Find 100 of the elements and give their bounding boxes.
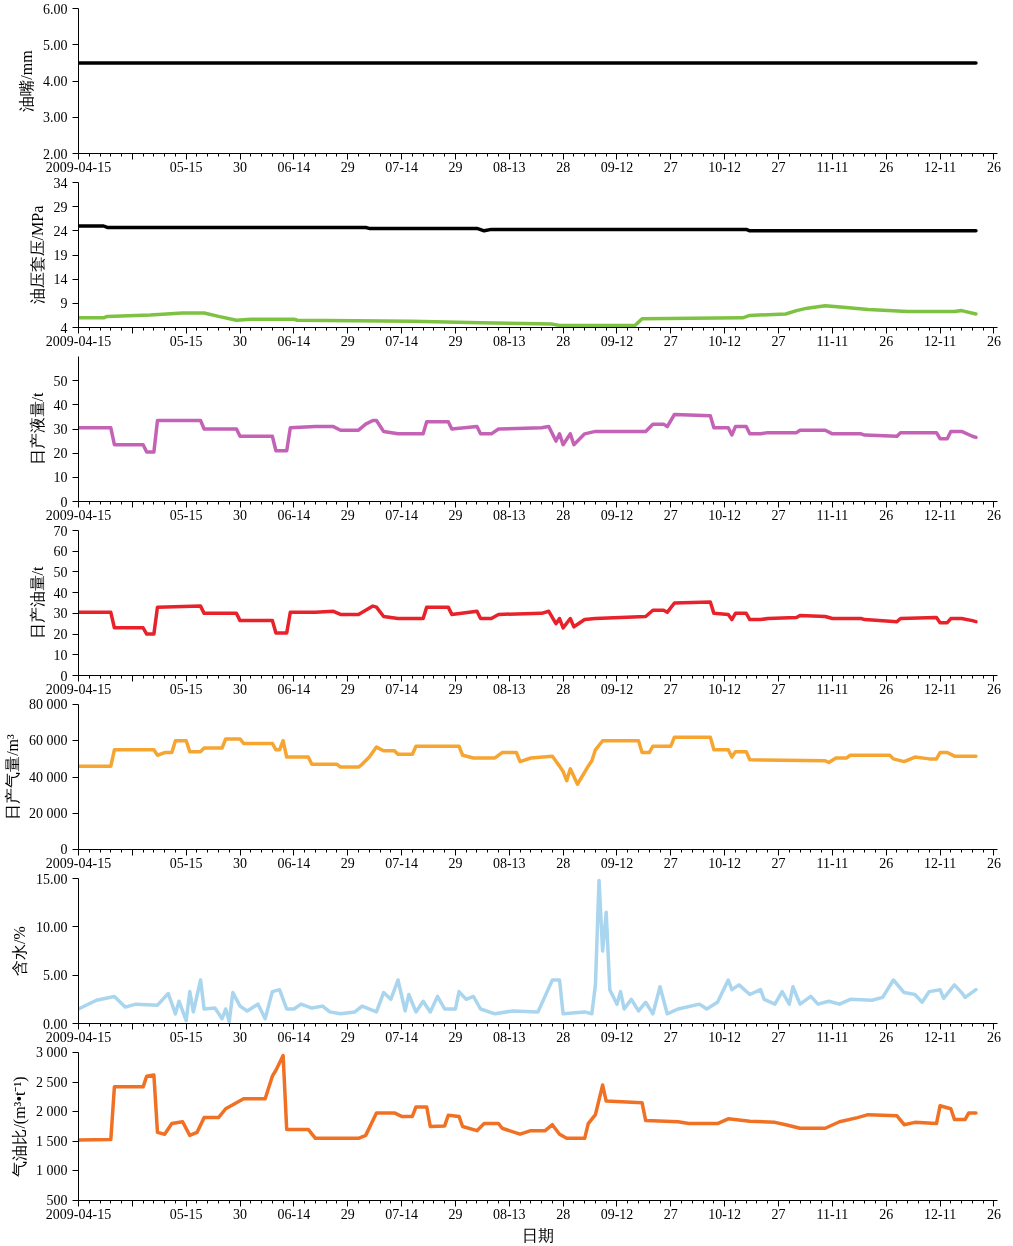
y-tick-label: 80 000 bbox=[29, 697, 68, 712]
x-tick-label: 11-11 bbox=[816, 855, 849, 871]
y-tick-label: 29 bbox=[53, 199, 68, 215]
x-tick-label: 2009-04-15 bbox=[45, 159, 112, 175]
x-tick-label: 26 bbox=[879, 333, 894, 349]
x-tick-label: 29 bbox=[340, 681, 355, 697]
x-tick-label: 05-15 bbox=[169, 333, 203, 349]
x-tick-label: 11-11 bbox=[816, 159, 849, 175]
x-tick-label: 05-15 bbox=[169, 159, 203, 175]
y-tick-label: 40 bbox=[53, 585, 68, 601]
x-tick-label: 26 bbox=[879, 507, 894, 523]
y-axis-title: 日产液量/t bbox=[28, 392, 46, 466]
x-tick-label: 27 bbox=[663, 159, 678, 175]
x-tick-label: 27 bbox=[771, 507, 786, 523]
y-tick-label: 15.00 bbox=[36, 871, 68, 887]
x-tick-label: 08-13 bbox=[492, 159, 526, 175]
x-tick-label: 11-11 bbox=[816, 507, 849, 523]
x-tick-label: 29 bbox=[448, 681, 463, 697]
y-tick-label: 6.00 bbox=[43, 1, 68, 17]
x-tick-label: 06-14 bbox=[277, 507, 311, 523]
x-tick-label: 2009-04-15 bbox=[45, 681, 112, 697]
x-tick-label: 05-15 bbox=[169, 1206, 203, 1222]
x-tick-label: 09-12 bbox=[600, 159, 634, 175]
x-tick-label: 11-11 bbox=[816, 333, 849, 349]
y-tick-label: 10 bbox=[53, 470, 68, 486]
x-tick-label: 27 bbox=[771, 855, 786, 871]
x-tick-label: 09-12 bbox=[600, 507, 634, 523]
y-tick-label: 34 bbox=[53, 175, 68, 191]
line-series bbox=[78, 600, 978, 636]
x-tick-label: 26 bbox=[986, 507, 1001, 523]
x-tick-label: 29 bbox=[448, 855, 463, 871]
x-tick-label: 26 bbox=[986, 681, 1001, 697]
x-tick-label: 30 bbox=[233, 333, 248, 349]
x-tick-label: 30 bbox=[233, 507, 248, 523]
y-tick-label: 4 bbox=[60, 320, 68, 336]
x-tick-label: 27 bbox=[771, 681, 786, 697]
x-tick-label: 27 bbox=[663, 333, 678, 349]
y-tick-label: 5.00 bbox=[43, 37, 68, 53]
x-tick-label: 30 bbox=[233, 159, 248, 175]
x-tick-label: 29 bbox=[340, 333, 355, 349]
x-tick-label: 09-12 bbox=[600, 855, 634, 871]
x-tick-label: 27 bbox=[663, 855, 678, 871]
x-tick-label: 06-14 bbox=[277, 333, 311, 349]
y-tick-label: 50 bbox=[53, 373, 68, 389]
x-tick-label: 28 bbox=[556, 159, 571, 175]
x-tick-label: 26 bbox=[879, 1029, 894, 1045]
x-tick-label: 12-11 bbox=[923, 681, 957, 697]
x-tick-label: 09-12 bbox=[600, 1029, 634, 1045]
y-tick-label: 0 bbox=[60, 842, 68, 857]
x-tick-label: 28 bbox=[556, 681, 571, 697]
x-tick-label: 27 bbox=[663, 507, 678, 523]
x-tick-label: 05-15 bbox=[169, 1029, 203, 1045]
x-tick-label: 10-12 bbox=[708, 159, 742, 175]
x-tick-label: 29 bbox=[448, 507, 463, 523]
y-tick-label: 60 bbox=[53, 544, 68, 560]
y-tick-label: 2 500 bbox=[36, 1074, 68, 1090]
y-axis-title: 油嘴/mm bbox=[18, 49, 35, 112]
x-tick-label: 30 bbox=[233, 855, 248, 871]
y-tick-label: 70 bbox=[53, 523, 68, 539]
x-tick-label: 12-11 bbox=[923, 507, 957, 523]
x-tick-label: 07-14 bbox=[385, 333, 418, 349]
y-tick-label: 19 bbox=[53, 248, 68, 263]
x-tick-label: 07-14 bbox=[385, 507, 418, 523]
y-tick-label: 0.00 bbox=[43, 1016, 68, 1032]
x-tick-label: 07-14 bbox=[385, 1029, 418, 1045]
y-tick-label: 0 bbox=[60, 668, 68, 684]
y-tick-label: 3 000 bbox=[36, 1045, 68, 1060]
x-tick-label: 10-12 bbox=[708, 1206, 742, 1222]
x-tick-label: 27 bbox=[771, 1206, 786, 1222]
x-tick-label: 27 bbox=[771, 1029, 786, 1045]
x-tick-label: 09-12 bbox=[600, 681, 634, 697]
x-tick-label: 29 bbox=[448, 1206, 463, 1222]
x-tick-label: 29 bbox=[448, 159, 463, 175]
x-tick-label: 28 bbox=[556, 1206, 571, 1222]
x-tick-label: 27 bbox=[663, 1029, 678, 1045]
y-tick-label: 20 bbox=[53, 446, 68, 462]
y-tick-label: 14 bbox=[53, 272, 68, 288]
x-tick-label: 10-12 bbox=[708, 333, 742, 349]
x-tick-label: 26 bbox=[986, 1206, 1001, 1222]
x-tick-label: 29 bbox=[340, 507, 355, 523]
y-tick-label: 5.00 bbox=[43, 968, 68, 984]
x-tick-label: 2009-04-15 bbox=[45, 855, 112, 871]
x-tick-label: 27 bbox=[771, 333, 786, 349]
x-tick-label: 10-12 bbox=[708, 855, 742, 871]
x-tick-label: 28 bbox=[556, 333, 571, 349]
line-series bbox=[78, 304, 978, 328]
x-tick-label: 10-12 bbox=[708, 681, 742, 697]
x-tick-label: 12-11 bbox=[923, 1206, 957, 1222]
x-tick-label: 30 bbox=[233, 1029, 248, 1045]
x-tick-label: 26 bbox=[879, 1206, 894, 1222]
x-tick-label: 05-15 bbox=[169, 507, 203, 523]
y-tick-label: 3.00 bbox=[43, 110, 68, 126]
y-tick-label: 4.00 bbox=[43, 74, 68, 89]
x-tick-label: 27 bbox=[663, 681, 678, 697]
x-tick-label: 29 bbox=[340, 1029, 355, 1045]
x-tick-label: 06-14 bbox=[277, 681, 311, 697]
x-tick-label: 09-12 bbox=[600, 333, 634, 349]
x-tick-label: 12-11 bbox=[923, 159, 957, 175]
x-tick-label: 06-14 bbox=[277, 855, 311, 871]
x-tick-label: 29 bbox=[340, 855, 355, 871]
